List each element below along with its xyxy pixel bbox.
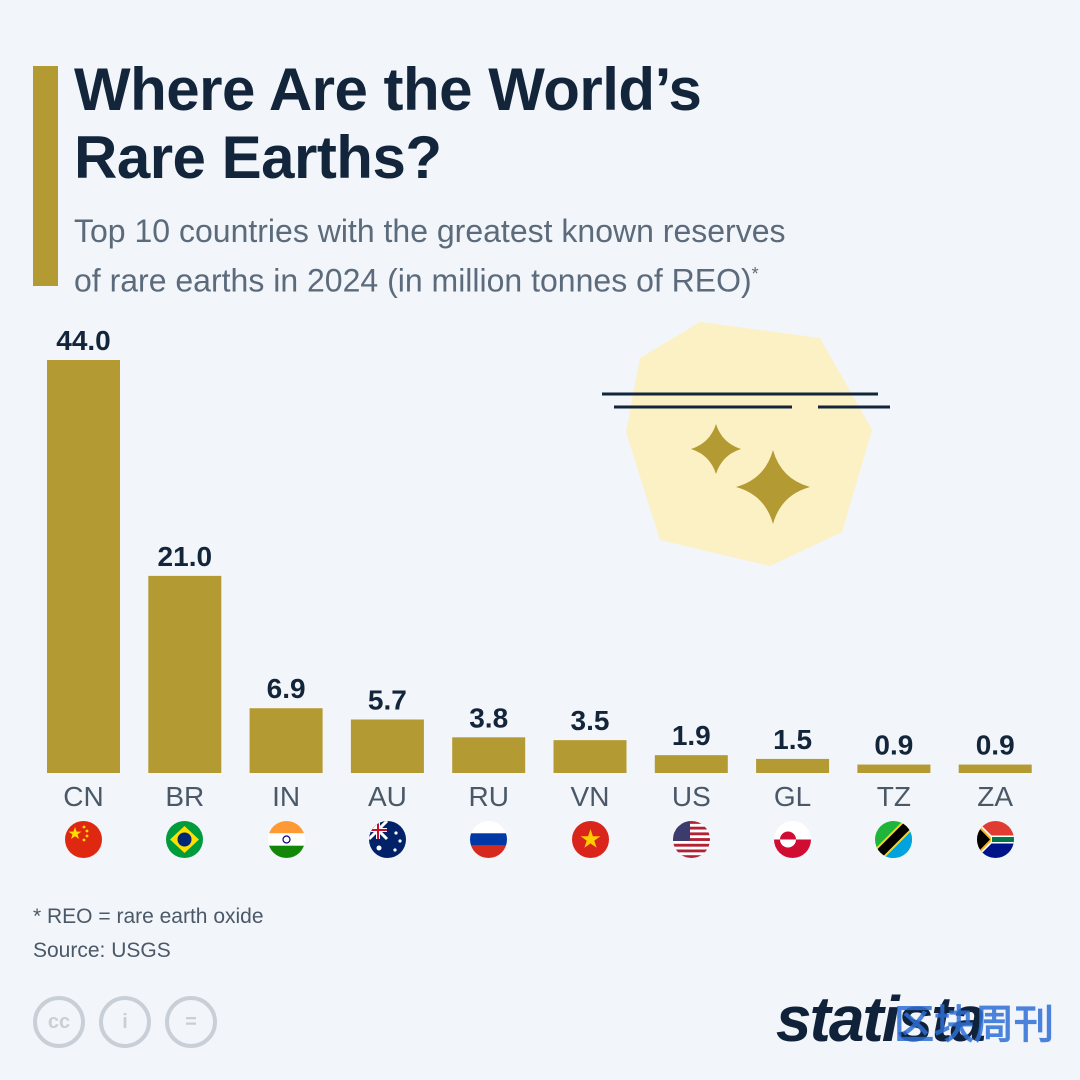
footnote-definition: * REO = rare earth oxide bbox=[33, 905, 264, 928]
footnote: * REO = rare earth oxide Source: USGS bbox=[33, 900, 264, 968]
tanzania-flag-icon bbox=[875, 821, 913, 858]
subtitle-line-1: Top 10 countries with the greatest known… bbox=[74, 213, 786, 249]
subtitle-asterisk: * bbox=[751, 264, 759, 284]
cc-icon[interactable]: cc bbox=[33, 996, 85, 1048]
bar-cn bbox=[47, 360, 120, 773]
greenland-flag-icon bbox=[774, 821, 812, 858]
bar-vn bbox=[553, 740, 627, 773]
bar-value-label: 3.8 bbox=[469, 702, 508, 733]
attribution-icon[interactable]: i bbox=[99, 996, 151, 1048]
statista-logo[interactable]: statista bbox=[775, 983, 986, 1055]
category-label: US bbox=[672, 781, 711, 812]
bar-tz bbox=[857, 764, 931, 773]
bar-ru bbox=[452, 737, 526, 773]
bar-value-label: 0.9 bbox=[874, 730, 913, 761]
china-flag-icon bbox=[65, 821, 102, 858]
no-derivatives-icon[interactable]: = bbox=[165, 996, 217, 1048]
category-label: TZ bbox=[877, 781, 911, 812]
bar-value-label: 21.0 bbox=[158, 541, 213, 572]
category-label: AU bbox=[368, 781, 407, 812]
category-label: RU bbox=[468, 781, 508, 812]
chart-title: Where Are the World’s Rare Earths? bbox=[74, 56, 1034, 192]
category-label: GL bbox=[774, 781, 811, 812]
sparkle-illustration bbox=[602, 322, 890, 566]
license-icons: cc i = bbox=[33, 996, 217, 1048]
vietnam-flag-icon bbox=[571, 821, 609, 858]
category-label: ZA bbox=[977, 781, 1013, 812]
large-sparkle-icon bbox=[736, 450, 810, 524]
category-label: IN bbox=[272, 781, 300, 812]
category-label: CN bbox=[63, 781, 103, 812]
category-label: VN bbox=[571, 781, 610, 812]
title-line-2: Rare Earths? bbox=[74, 124, 442, 191]
title-line-1: Where Are the World’s bbox=[74, 56, 702, 123]
chart-subtitle: Top 10 countries with the greatest known… bbox=[74, 210, 974, 303]
bar-value-label: 44.0 bbox=[56, 325, 111, 356]
brazil-flag-icon bbox=[166, 821, 204, 858]
watermark: 区块周刊 bbox=[894, 1003, 1054, 1047]
south-africa-flag-icon bbox=[976, 821, 1014, 858]
bar-value-label: 5.7 bbox=[368, 684, 407, 715]
bar-au bbox=[350, 719, 424, 773]
russia-flag-icon bbox=[470, 821, 508, 858]
category-label: BR bbox=[165, 781, 204, 812]
bar-value-label: 1.5 bbox=[773, 724, 812, 755]
subtitle-line-2: of rare earths in 2024 (in million tonne… bbox=[74, 262, 752, 299]
title-accent-bar bbox=[33, 66, 58, 286]
india-flag-icon bbox=[267, 821, 305, 858]
bar-value-label: 0.9 bbox=[976, 730, 1015, 761]
bar-in bbox=[249, 708, 323, 773]
bar-value-label: 1.9 bbox=[672, 720, 711, 751]
bar-gl bbox=[756, 758, 830, 773]
bar-value-label: 6.9 bbox=[267, 673, 306, 704]
bar-value-label: 3.5 bbox=[571, 705, 610, 736]
usa-flag-icon bbox=[672, 821, 710, 858]
bar-za bbox=[958, 764, 1032, 773]
bar-chart: 44.0 CN 21.0 BR 6.9 IN 5.7 AU 3.8 RU 3.5 VN 1.9 US 1.5… bbox=[47, 322, 1032, 812]
bar-us bbox=[654, 755, 728, 773]
source-note: Source: USGS bbox=[33, 939, 171, 962]
bar-br bbox=[148, 575, 222, 773]
australia-flag-icon bbox=[368, 821, 406, 858]
small-sparkle-icon bbox=[691, 424, 741, 474]
